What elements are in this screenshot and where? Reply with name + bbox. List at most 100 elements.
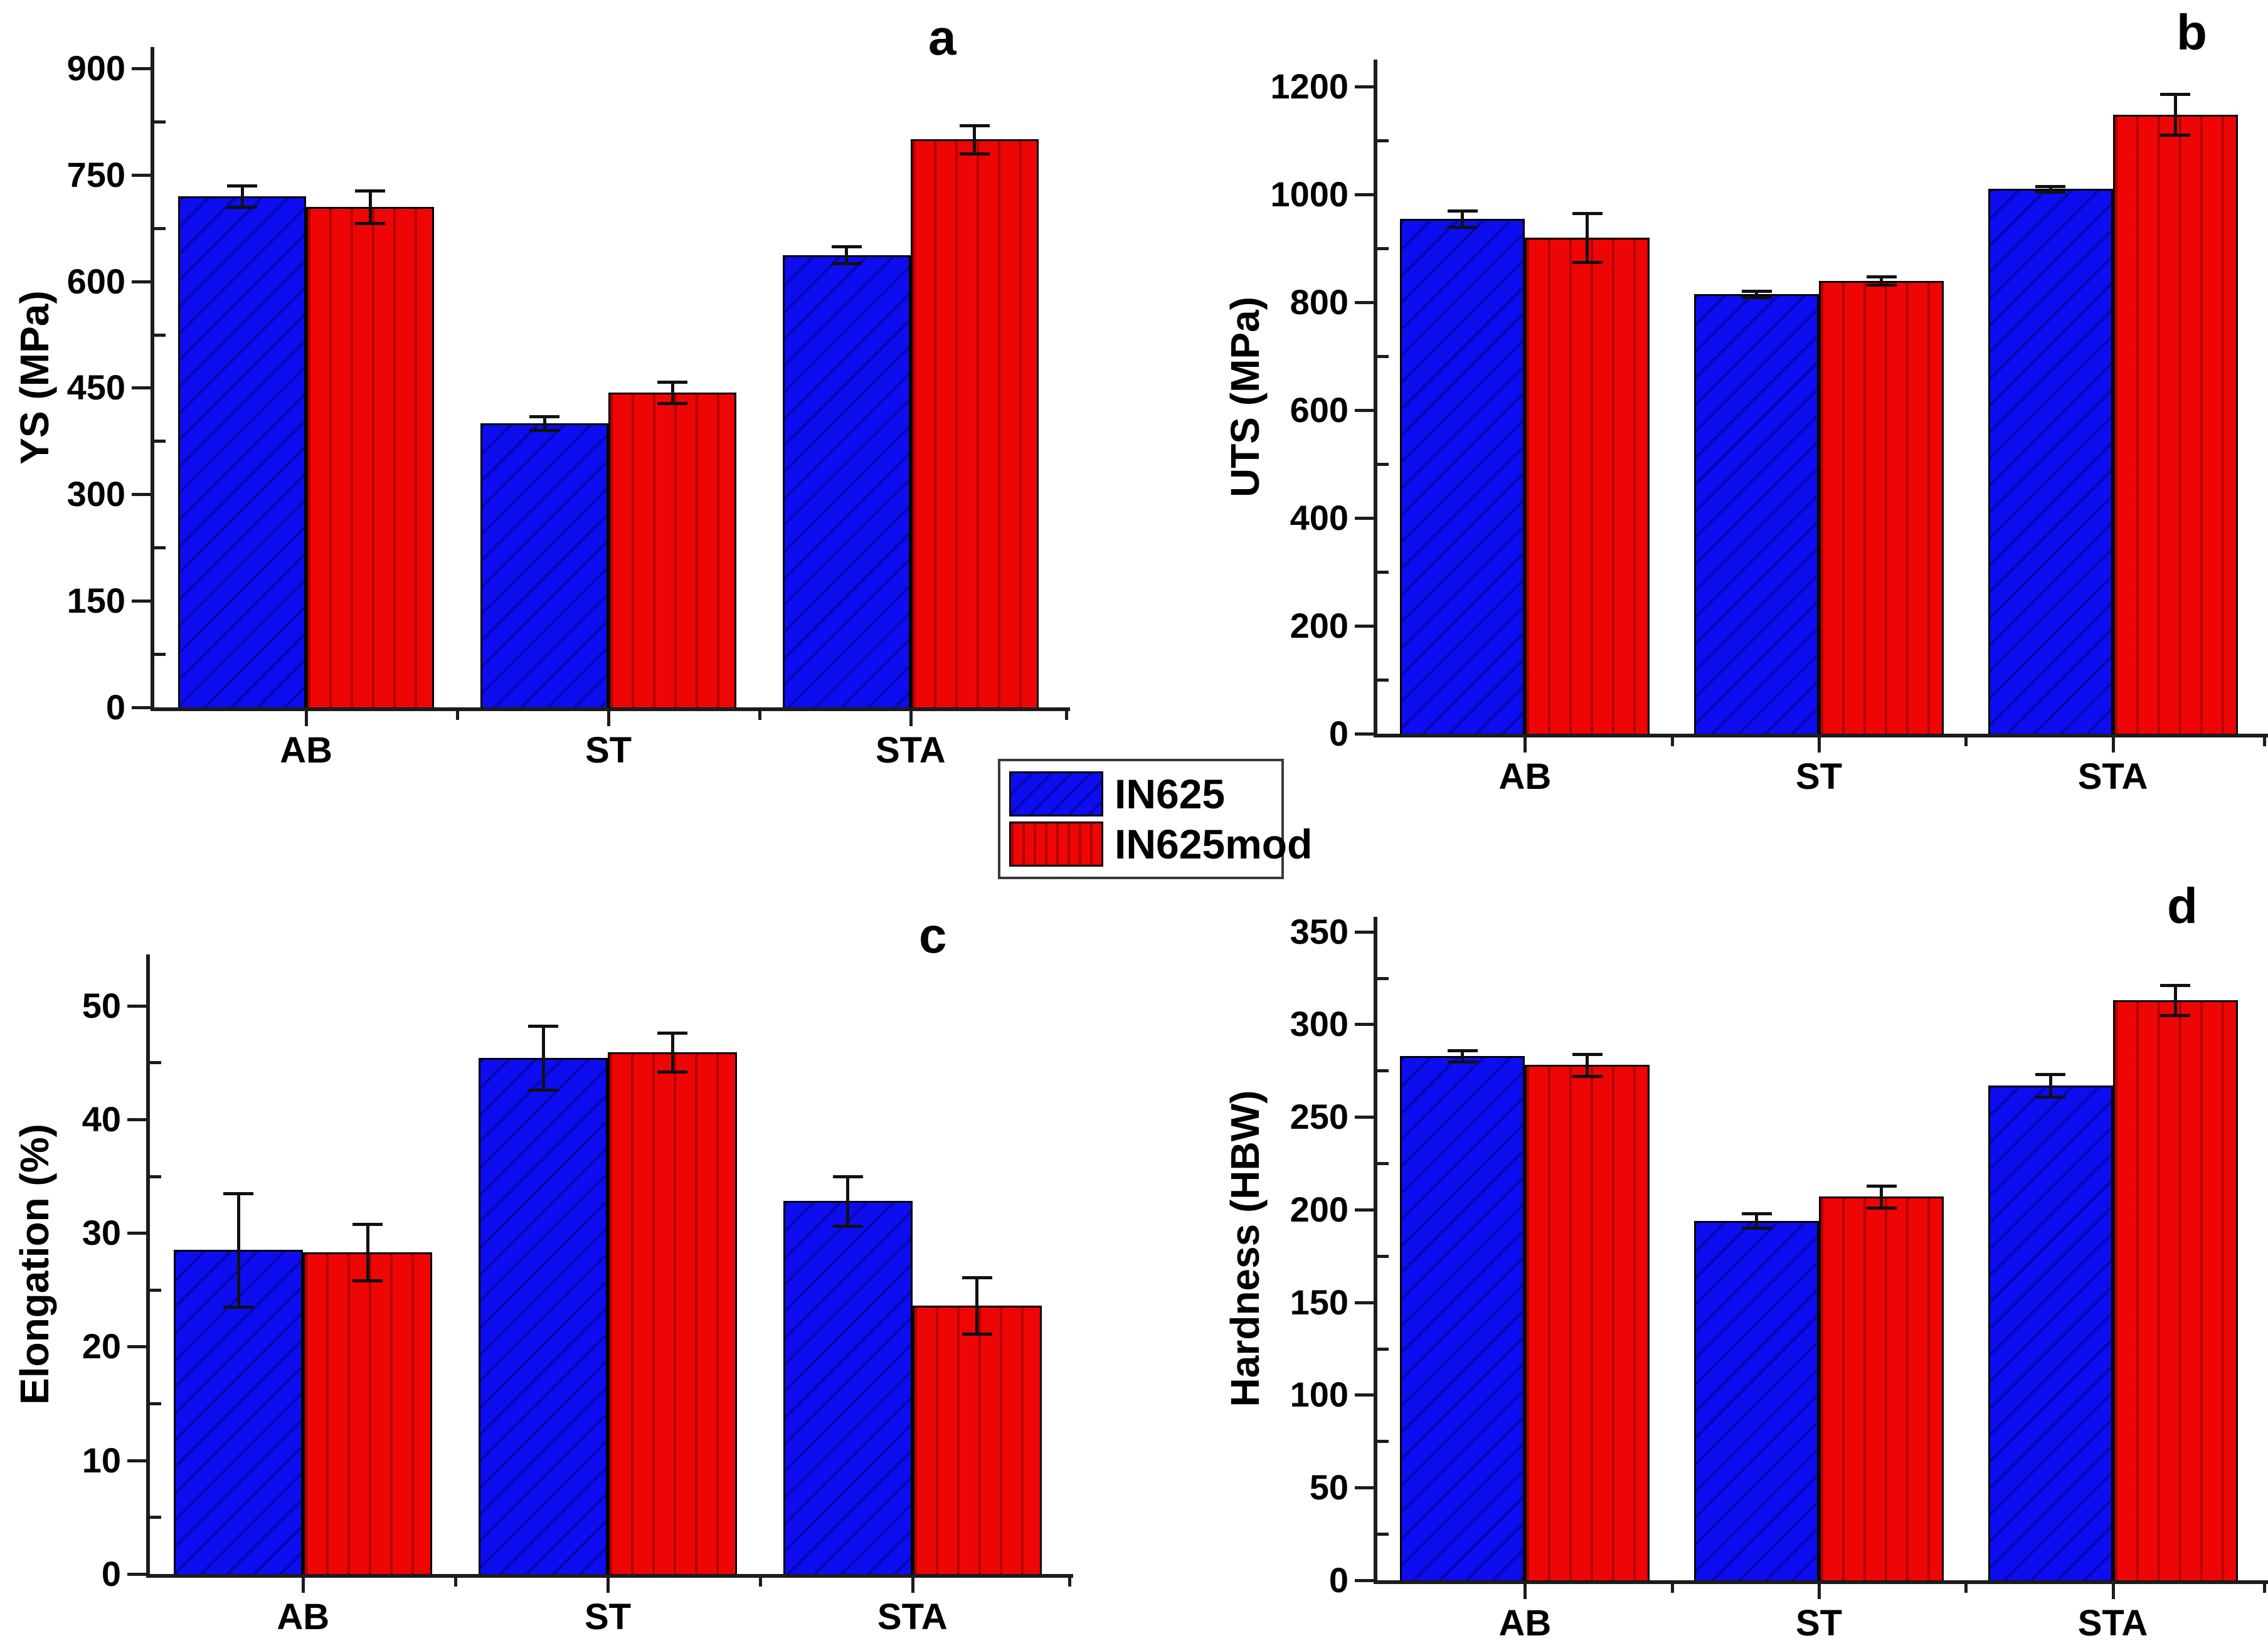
error-bar-cap-top xyxy=(657,381,687,384)
y-minor-tick xyxy=(1377,463,1389,466)
y-minor-tick xyxy=(1377,1254,1389,1258)
error-bar-cap-bottom xyxy=(657,402,687,406)
error-bar-cap-bottom xyxy=(1447,1060,1478,1064)
error-bar-cap-bottom xyxy=(1572,260,1603,264)
error-bar-cap-top xyxy=(2160,984,2191,988)
error-bar xyxy=(670,382,674,404)
y-minor-tick xyxy=(154,653,166,657)
y-major-tick xyxy=(127,1004,146,1008)
error-bar-cap-top xyxy=(2035,185,2066,189)
y-tick-label: 0 xyxy=(1328,1560,1349,1600)
error-bar xyxy=(1586,213,1589,262)
y-major-tick xyxy=(132,386,151,390)
error-bar-cap-bottom xyxy=(2035,190,2066,194)
error-bar-cap-bottom xyxy=(1572,1075,1603,1079)
error-bar-cap-top xyxy=(227,184,258,188)
y-axis-title-c: Elongation (%) xyxy=(12,1124,57,1405)
error-bar-cap-top xyxy=(1741,289,1772,293)
x-major-tick xyxy=(1523,1584,1527,1599)
x-minor-tick xyxy=(1065,711,1068,720)
bar-c-AB-IN625mod xyxy=(303,1252,433,1574)
y-major-tick xyxy=(127,1232,146,1235)
x-minor-tick xyxy=(1670,1584,1674,1593)
error-bar-cap-bottom xyxy=(355,221,386,225)
y-major-tick xyxy=(132,66,151,70)
bar-b-ST-IN625mod xyxy=(1819,280,1944,734)
x-category-label: STA xyxy=(2077,756,2148,797)
error-bar xyxy=(1880,276,1883,285)
y-major-tick xyxy=(1355,193,1374,196)
x-category-label: STA xyxy=(877,1597,948,1637)
legend: IN625 IN625mod xyxy=(998,759,1312,879)
error-bar xyxy=(541,1026,545,1090)
x-major-tick xyxy=(1523,737,1527,753)
y-tick-label: 150 xyxy=(66,581,125,621)
x-category-label: AB xyxy=(1498,1603,1552,1644)
x-minor-tick xyxy=(758,1578,762,1587)
error-bar xyxy=(845,246,849,264)
error-bar-cap-bottom xyxy=(831,262,862,266)
error-bar xyxy=(2173,94,2177,135)
x-major-tick xyxy=(1818,1584,1821,1599)
plot-area-c xyxy=(146,954,1073,1578)
y-major-tick xyxy=(1355,85,1374,88)
x-category-label: ST xyxy=(585,730,632,771)
y-tick-label: 350 xyxy=(1290,911,1349,951)
y-minor-tick xyxy=(150,1175,161,1178)
bar-c-ST-IN625mod xyxy=(608,1052,737,1574)
y-major-tick xyxy=(132,600,151,603)
legend-swatch-in625 xyxy=(1009,771,1103,816)
y-minor-tick xyxy=(1377,1162,1389,1166)
y-minor-tick xyxy=(150,1402,161,1406)
error-bar xyxy=(366,1223,369,1281)
y-minor-tick xyxy=(154,333,166,337)
x-major-tick xyxy=(305,711,309,726)
error-bar xyxy=(670,1033,674,1072)
error-bar-cap-bottom xyxy=(657,1070,687,1074)
error-bar xyxy=(1755,290,1758,298)
y-minor-tick xyxy=(1377,1347,1389,1351)
bar-a-STA-IN625mod xyxy=(910,139,1039,707)
panel-letter-d: d xyxy=(2167,878,2198,934)
y-tick-label: 100 xyxy=(1290,1375,1349,1415)
error-bar-cap-bottom xyxy=(528,1088,558,1092)
x-major-tick xyxy=(607,1578,610,1593)
x-minor-tick xyxy=(2263,1584,2266,1593)
error-bar-cap-bottom xyxy=(2160,1013,2191,1017)
legend-item-in625: IN625 xyxy=(1009,771,1273,816)
y-minor-tick xyxy=(154,546,166,550)
error-bar-cap-bottom xyxy=(2035,1095,2066,1099)
y-tick-label: 600 xyxy=(1290,390,1349,430)
y-tick-label: 40 xyxy=(82,1099,121,1139)
error-bar-cap-bottom xyxy=(1866,1206,1897,1210)
y-minor-tick xyxy=(1377,139,1389,142)
y-tick-label: 1000 xyxy=(1270,174,1349,214)
x-category-label: AB xyxy=(280,730,333,771)
y-tick-label: 900 xyxy=(66,48,125,88)
y-major-tick xyxy=(1355,1486,1374,1490)
x-minor-tick xyxy=(758,711,761,720)
y-tick-label: 250 xyxy=(1290,1097,1349,1137)
x-minor-tick xyxy=(2263,737,2266,746)
y-minor-tick xyxy=(154,440,166,443)
y-tick-label: 1200 xyxy=(1270,66,1349,106)
y-tick-label: 20 xyxy=(82,1326,121,1366)
legend-label-in625: IN625 xyxy=(1115,771,1226,817)
bar-d-ST-IN625 xyxy=(1694,1220,1819,1580)
error-bar-cap-top xyxy=(352,1222,383,1226)
bar-a-ST-IN625mod xyxy=(608,393,736,707)
panel-letter-b: b xyxy=(2176,4,2207,60)
bar-b-AB-IN625 xyxy=(1400,218,1525,734)
bar-b-STA-IN625mod xyxy=(2112,114,2238,734)
bar-c-ST-IN625 xyxy=(479,1057,608,1574)
x-category-label: STA xyxy=(875,730,946,771)
y-tick-label: 50 xyxy=(82,985,121,1025)
x-category-label: AB xyxy=(1498,756,1552,797)
x-major-tick xyxy=(607,711,610,726)
bar-d-STA-IN625 xyxy=(1988,1085,2113,1580)
error-bar-cap-bottom xyxy=(832,1225,863,1228)
y-tick-label: 30 xyxy=(82,1213,121,1253)
error-bar xyxy=(1755,1213,1758,1228)
y-tick-label: 10 xyxy=(82,1440,121,1480)
error-bar xyxy=(240,185,244,207)
